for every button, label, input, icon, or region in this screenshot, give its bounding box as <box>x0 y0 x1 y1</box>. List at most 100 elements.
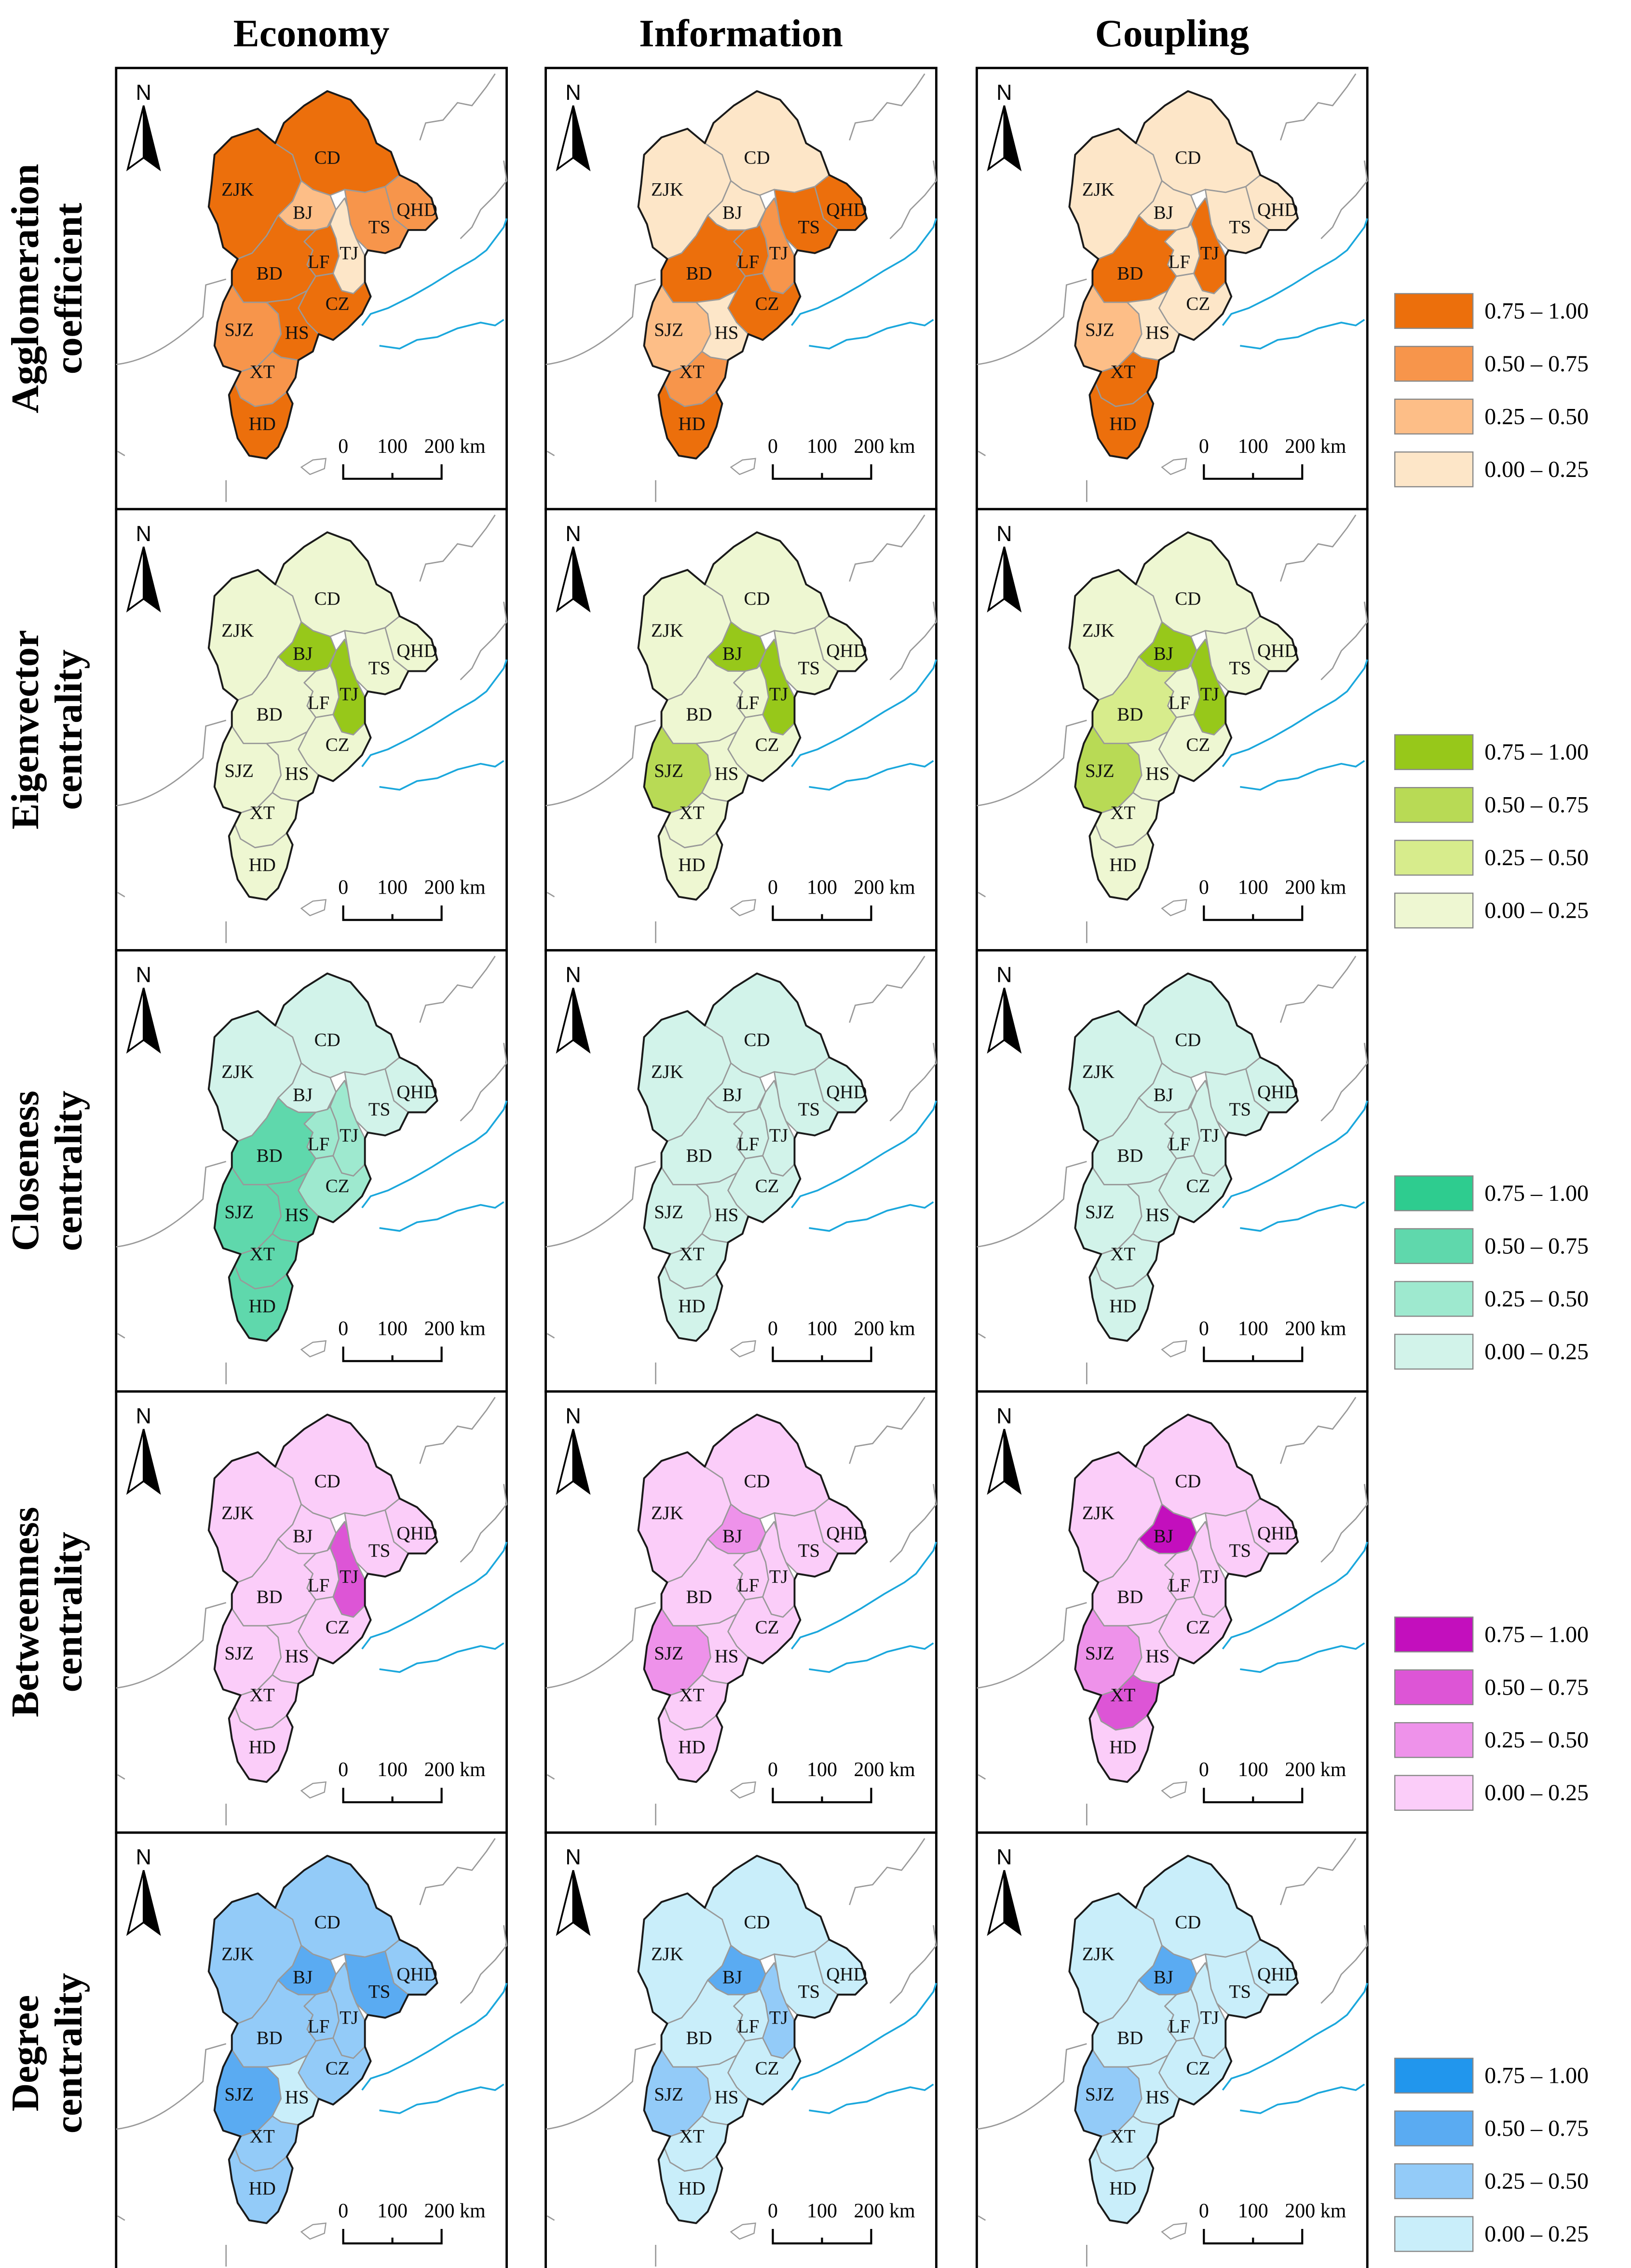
scale-label-2: 200 km <box>854 877 915 899</box>
legend-label-2: 0.25 – 0.50 <box>1484 404 1589 429</box>
scale-label-1: 100 <box>377 1317 408 1340</box>
city-label-bd: BD <box>1117 1587 1143 1607</box>
city-label-qhd: QHD <box>1257 1964 1298 1985</box>
legend-closeness-centrality: 0.75 – 1.00 0.50 – 0.75 0.25 – 0.50 0.00 – … <box>1394 1175 1589 1370</box>
legend-swatch-3 <box>1394 892 1474 929</box>
scale-label-0: 0 <box>768 1759 778 1781</box>
legend-swatch-0 <box>1394 2057 1474 2094</box>
city-label-xt: XT <box>250 1685 275 1706</box>
scale-bar: 0 100 200 km <box>1199 435 1346 480</box>
scale-bar: 0 100 200 km <box>1199 877 1346 921</box>
legend-agglomeration-coefficient: 0.75 – 1.00 0.50 – 0.75 0.25 – 0.50 0.00 – … <box>1394 293 1589 488</box>
city-label-bj: BJ <box>293 1085 313 1105</box>
study-area-outline <box>207 1413 438 1783</box>
city-label-bj: BJ <box>722 1085 742 1105</box>
scale-label-1: 100 <box>377 435 408 458</box>
scale-bar: 0 100 200 km <box>338 435 486 480</box>
city-label-hd: HD <box>1109 2178 1136 2199</box>
north-arrow-icon <box>987 988 1022 1054</box>
city-label-cd: CD <box>314 588 340 609</box>
city-label-ts: TS <box>798 1982 820 2002</box>
north-arrow-icon <box>987 1870 1022 1936</box>
study-area-outline <box>1068 531 1299 901</box>
city-label-bd: BD <box>686 1145 712 1166</box>
scale-label-0: 0 <box>1199 1759 1209 1781</box>
legend-swatch-0 <box>1394 293 1474 329</box>
legend-label-3: 0.00 – 0.25 <box>1484 1339 1589 1364</box>
city-label-zjk: ZJK <box>651 1503 683 1523</box>
study-area-outline <box>637 972 868 1342</box>
city-label-bj: BJ <box>293 202 313 223</box>
city-label-qhd: QHD <box>1257 1523 1298 1544</box>
city-label-hs: HS <box>285 1646 309 1667</box>
city-label-cd: CD <box>744 1912 770 1933</box>
city-label-hs: HS <box>1145 2087 1169 2108</box>
city-label-bd: BD <box>686 2028 712 2049</box>
city-label-sjz: SJZ <box>224 2084 254 2105</box>
city-label-cd: CD <box>314 1471 340 1492</box>
city-label-tj: TJ <box>340 2008 358 2028</box>
city-label-qhd: QHD <box>396 199 437 220</box>
row-title-line-2: coefficient <box>47 203 90 374</box>
city-label-lf: LF <box>308 1134 330 1154</box>
legend-label-2: 0.25 – 0.50 <box>1484 1727 1589 1753</box>
scale-bar: 0 100 200 km <box>338 1317 486 1362</box>
north-arrow-icon <box>126 546 161 613</box>
scale-label-1: 100 <box>377 877 408 899</box>
scale-bar: 0 100 200 km <box>768 435 915 480</box>
city-label-ts: TS <box>1229 1540 1251 1561</box>
city-label-bd: BD <box>257 2028 283 2049</box>
column-title-coupling: Coupling <box>1095 12 1250 55</box>
north-arrow-icon <box>987 546 1022 613</box>
scale-label-0: 0 <box>1199 435 1209 458</box>
city-label-sjz: SJZ <box>1085 1202 1115 1222</box>
north-arrow-icon <box>126 105 161 172</box>
study-area-outline <box>1068 972 1299 1342</box>
city-label-qhd: QHD <box>1257 199 1298 220</box>
scale-label-2: 200 km <box>854 2200 915 2222</box>
north-arrow-icon <box>556 988 591 1054</box>
city-label-lf: LF <box>1169 251 1191 272</box>
city-label-tj: TJ <box>1200 243 1219 263</box>
city-label-bj: BJ <box>293 1526 313 1547</box>
city-label-bd: BD <box>686 1587 712 1607</box>
north-arrow-icon <box>126 1870 161 1936</box>
city-label-bj: BJ <box>1154 1085 1173 1105</box>
legend-swatch-3 <box>1394 1333 1474 1370</box>
city-label-ts: TS <box>798 658 820 679</box>
scale-label-0: 0 <box>1199 2200 1209 2222</box>
city-label-zjk: ZJK <box>221 179 254 200</box>
city-label-cd: CD <box>744 588 770 609</box>
city-label-cz: CZ <box>326 1617 350 1638</box>
city-label-bd: BD <box>686 704 712 725</box>
city-label-ts: TS <box>1229 1099 1251 1120</box>
column-title-information: Information <box>639 12 843 55</box>
city-label-tj: TJ <box>769 1566 788 1587</box>
row-title-eigenvector-centrality: Eigenvectorcentrality <box>3 630 90 829</box>
north-label: N <box>996 963 1012 987</box>
city-label-lf: LF <box>308 251 330 272</box>
city-label-hs: HS <box>715 322 739 343</box>
city-label-cz: CZ <box>1186 2058 1210 2079</box>
map-panel-closeness-centrality-coupling: ZJK CD BJ QHD TS TJ LF BD CZ SJZ HS XT HD N 0 100 200 km <box>976 949 1369 1393</box>
study-area-outline <box>207 972 438 1342</box>
city-label-qhd: QHD <box>826 640 867 661</box>
city-label-hs: HS <box>1145 763 1169 784</box>
city-label-bj: BJ <box>722 643 742 664</box>
north-arrow-icon <box>556 1428 591 1495</box>
city-label-bd: BD <box>1117 2028 1143 2049</box>
legend-swatch-3 <box>1394 2216 1474 2252</box>
city-label-cz: CZ <box>326 734 350 755</box>
column-title-economy: Economy <box>233 12 390 55</box>
city-label-qhd: QHD <box>826 1082 867 1102</box>
city-label-sjz: SJZ <box>1085 2084 1115 2105</box>
city-label-sjz: SJZ <box>224 1643 254 1664</box>
north-label: N <box>565 963 581 987</box>
city-label-zjk: ZJK <box>221 1061 254 1082</box>
legend-label-2: 0.25 – 0.50 <box>1484 845 1589 870</box>
city-label-ts: TS <box>1229 217 1251 237</box>
city-label-hd: HD <box>249 855 276 875</box>
